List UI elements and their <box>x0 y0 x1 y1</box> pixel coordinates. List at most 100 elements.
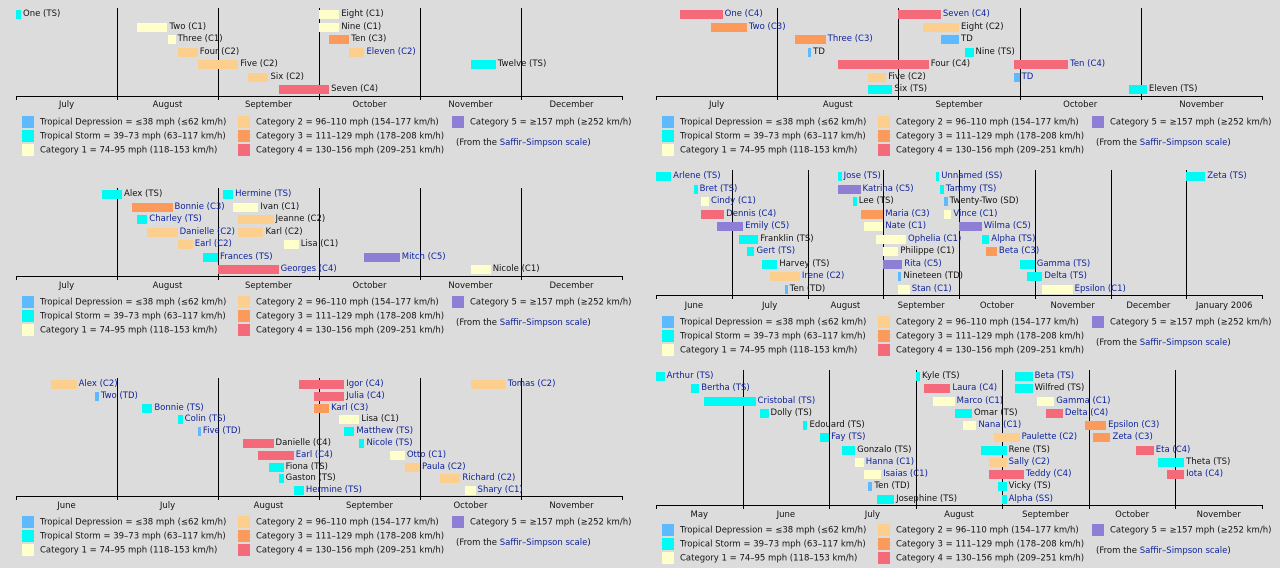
saffir-simpson-link[interactable]: Saffir–Simpson scale <box>1139 546 1228 556</box>
storm-label[interactable]: Emily (C5) <box>745 221 790 231</box>
storm-label[interactable]: Delta (TS) <box>1044 271 1087 281</box>
legend-swatch <box>662 344 674 356</box>
storm-label[interactable]: Unnamed (SS) <box>941 171 1003 181</box>
storm-label[interactable]: Two (TD) <box>100 390 138 401</box>
storm-label[interactable]: Richard (C2) <box>462 473 516 484</box>
storm-label[interactable]: Wilma (C5) <box>983 221 1031 231</box>
storm-label[interactable]: Julia (C4) <box>346 390 385 401</box>
storm-bar <box>762 259 778 269</box>
storm-label[interactable]: Gamma (TS) <box>1036 258 1091 269</box>
storm-label[interactable]: Three (C3) <box>827 34 873 45</box>
storm-label[interactable]: Mitch (C5) <box>401 251 446 262</box>
legend-text: Category 2 = 96–110 mph (154–177 km/h) <box>896 117 1079 128</box>
storm-label[interactable]: Maria (C3) <box>885 208 930 219</box>
storm-label[interactable]: Matthew (TS) <box>356 426 414 437</box>
storm-label[interactable]: Georges (C4) <box>280 264 337 275</box>
storm-label: Lee (TS) <box>858 196 894 206</box>
storm-bar <box>268 462 284 472</box>
storm-label[interactable]: TD <box>1021 71 1034 82</box>
saffir-simpson-link[interactable]: Saffir–Simpson scale <box>1139 338 1228 348</box>
storm-label[interactable]: Nana (C1) <box>978 420 1022 431</box>
storm-label[interactable]: Jose (TS) <box>843 171 881 181</box>
storm-label[interactable]: Laura (C4) <box>952 383 998 394</box>
storm-label[interactable]: Bonnie (C3) <box>174 201 225 212</box>
saffir-simpson-link[interactable]: Saffir–Simpson scale <box>499 538 588 548</box>
storm-label[interactable]: Gert (TS) <box>756 246 796 256</box>
storm-label[interactable]: Stan (C1) <box>911 283 952 294</box>
storm-label[interactable]: Nate (C1) <box>885 221 927 231</box>
storm-label[interactable]: Charley (TS) <box>149 214 202 225</box>
storm-label: Ten (TD) <box>874 481 910 492</box>
storm-label[interactable]: Tomas (C2) <box>507 379 556 389</box>
storm-label[interactable]: Earl (C2) <box>194 239 232 250</box>
storm-label[interactable]: Arlene (TS) <box>673 171 721 181</box>
storm-label[interactable]: Alpha (TS) <box>991 233 1036 244</box>
storm-label[interactable]: Bret (TS) <box>699 183 738 194</box>
storm-label[interactable]: Gamma (C1) <box>1056 395 1111 406</box>
storm-label[interactable]: Shary (C1) <box>477 485 523 496</box>
storm-label[interactable]: Danielle (C2) <box>179 226 235 237</box>
storm-label[interactable]: Hermine (TS) <box>235 189 292 199</box>
month-label: October <box>979 301 1014 311</box>
legend-swatch <box>238 144 250 156</box>
legend-text: Tropical Depression = ≤38 mph (≤62 km/h) <box>40 517 227 528</box>
month-label: December <box>549 100 594 110</box>
storm-label[interactable]: Eleven (C2) <box>366 46 416 57</box>
month-label: January 2006 <box>1195 301 1253 311</box>
storm-label[interactable]: Zeta (TS) <box>1207 171 1247 181</box>
storm-label[interactable]: Two (C3) <box>748 21 786 32</box>
storm-label[interactable]: Delta (C4) <box>1064 407 1109 418</box>
storm-label[interactable]: Fay (TS) <box>831 432 866 443</box>
storm-label[interactable]: Irene (C2) <box>801 271 845 281</box>
storm-label[interactable]: Teddy (C4) <box>1025 469 1072 480</box>
storm-label[interactable]: Iota (C4) <box>1186 469 1224 480</box>
storm-label[interactable]: Five (TD) <box>202 426 241 437</box>
storm-bar <box>915 372 921 381</box>
storm-label[interactable]: Isaias (C1) <box>883 469 928 480</box>
storm-label[interactable]: Seven (C4) <box>942 9 990 19</box>
storm-label[interactable]: Frances (TS) <box>220 251 273 262</box>
storm-label[interactable]: Hanna (C1) <box>865 456 915 467</box>
storm-label[interactable]: Epsilon (C1) <box>1074 283 1126 294</box>
storm-label[interactable]: Sally (C2) <box>1008 456 1050 467</box>
saffir-simpson-link[interactable]: Saffir–Simpson scale <box>499 138 588 148</box>
storm-label[interactable]: Karl (C3) <box>331 402 369 413</box>
storm-label[interactable]: Ten (C4) <box>1070 59 1106 70</box>
storm-label[interactable]: Alex (C2) <box>78 379 118 389</box>
storm-label[interactable]: Marco (C1) <box>956 395 1004 406</box>
storm-label[interactable]: Vince (C1) <box>953 208 998 219</box>
storm-label[interactable]: Earl (C4) <box>295 449 333 460</box>
axis-tick <box>16 96 17 100</box>
storm-label[interactable]: Ophelia (C1) <box>907 233 962 244</box>
storm-label[interactable]: Bertha (TS) <box>701 383 750 394</box>
storm-label[interactable]: Alpha (SS) <box>1008 493 1053 504</box>
storm-label[interactable]: Beta (C3) <box>998 246 1040 256</box>
storm-label[interactable]: Tammy (TS) <box>945 183 997 194</box>
storm-label[interactable]: Dennis (C4) <box>726 208 777 219</box>
storm-label[interactable]: Nicole (TS) <box>366 438 413 448</box>
storm-label[interactable]: Katrina (C5) <box>862 183 914 194</box>
storm-label[interactable]: One (C4) <box>724 9 763 19</box>
storm-label: Seven (C4) <box>331 84 379 95</box>
axis-tick <box>742 505 744 509</box>
storm-label[interactable]: Paulette (C2) <box>1021 432 1078 443</box>
storm-label[interactable]: Zeta (C3) <box>1112 432 1153 443</box>
storm-label: Wilfred (TS) <box>1034 383 1085 394</box>
storm-label[interactable]: Cindy (C1) <box>711 196 756 206</box>
storm-label[interactable]: Hermine (TS) <box>305 485 362 496</box>
storm-label[interactable]: Eta (C4) <box>1155 444 1191 455</box>
storm-label[interactable]: Beta (TS) <box>1034 371 1075 381</box>
saffir-simpson-link[interactable]: Saffir–Simpson scale <box>1139 138 1228 148</box>
storm-label[interactable]: Epsilon (C3) <box>1108 420 1160 431</box>
saffir-simpson-link[interactable]: Saffir–Simpson scale <box>499 318 588 328</box>
storm-label[interactable]: Arthur (TS) <box>666 371 714 381</box>
storm-label[interactable]: Igor (C4) <box>346 379 384 389</box>
storm-label[interactable]: Paula (C2) <box>422 461 466 472</box>
storm-label[interactable]: Colin (TS) <box>184 414 226 425</box>
legend-swatch <box>1092 316 1104 328</box>
storm-label[interactable]: Bonnie (TS) <box>154 402 204 413</box>
storm-label[interactable]: Rita (C5) <box>904 258 942 269</box>
storm-label[interactable]: Otto (C1) <box>406 449 447 460</box>
storm-bar <box>898 284 910 294</box>
storm-label[interactable]: Cristobal (TS) <box>757 395 816 406</box>
